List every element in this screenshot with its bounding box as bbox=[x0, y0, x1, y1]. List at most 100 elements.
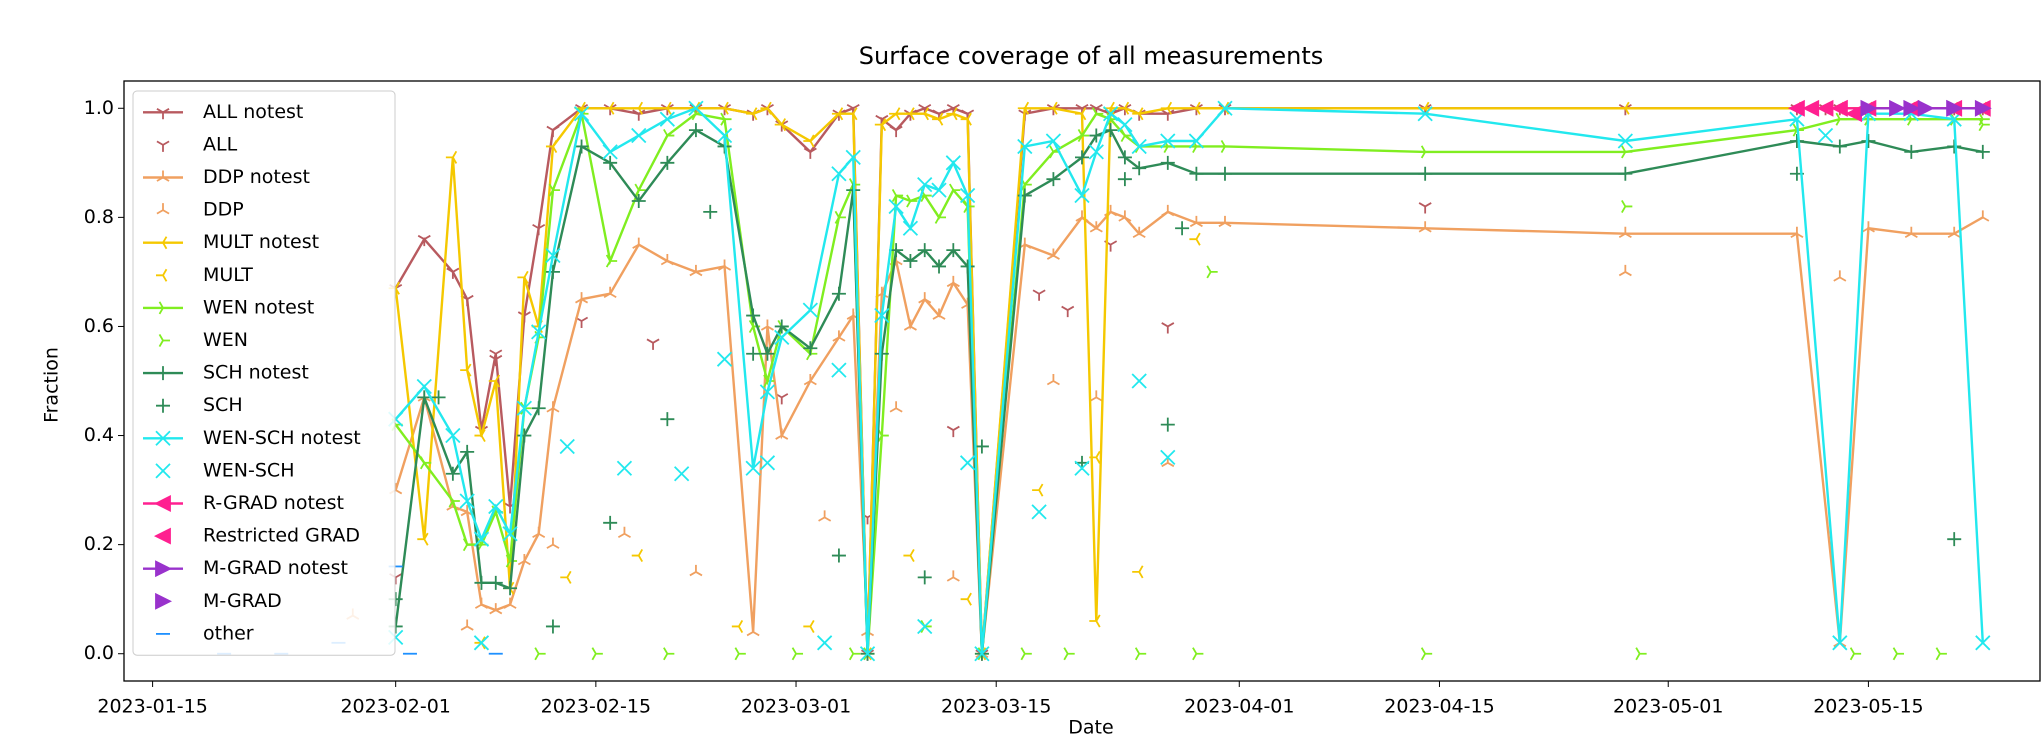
legend-label: SCH bbox=[203, 394, 243, 416]
marker bbox=[1017, 138, 1033, 155]
marker bbox=[659, 111, 675, 127]
marker bbox=[1861, 134, 1876, 148]
marker bbox=[891, 189, 904, 203]
marker bbox=[803, 134, 815, 148]
marker bbox=[903, 319, 917, 331]
marker bbox=[834, 210, 846, 224]
legend-label: DDP notest bbox=[203, 166, 310, 188]
marker bbox=[1089, 221, 1103, 233]
marker bbox=[1849, 647, 1862, 661]
marker bbox=[1020, 647, 1032, 661]
marker bbox=[946, 107, 958, 121]
marker bbox=[660, 412, 675, 427]
marker bbox=[1802, 99, 1820, 117]
marker bbox=[1089, 128, 1104, 143]
marker bbox=[473, 531, 490, 547]
marker bbox=[746, 624, 760, 637]
marker bbox=[760, 319, 774, 331]
marker bbox=[803, 619, 815, 633]
marker bbox=[1218, 215, 1232, 228]
marker bbox=[603, 515, 618, 530]
x-tick-label: 2023-04-01 bbox=[1184, 696, 1294, 718]
marker bbox=[632, 237, 646, 249]
marker bbox=[489, 603, 503, 615]
marker bbox=[1889, 99, 1907, 117]
marker bbox=[1089, 390, 1103, 402]
marker bbox=[532, 223, 546, 236]
marker bbox=[803, 374, 817, 386]
marker bbox=[746, 107, 758, 121]
marker bbox=[960, 259, 975, 274]
plot-area bbox=[217, 99, 1992, 662]
series-line bbox=[394, 106, 1985, 654]
marker bbox=[1103, 123, 1118, 138]
marker bbox=[545, 247, 561, 264]
x-tick-label: 2023-03-15 bbox=[941, 696, 1051, 718]
marker bbox=[155, 560, 173, 578]
marker bbox=[1418, 202, 1432, 214]
marker bbox=[1206, 265, 1218, 279]
marker bbox=[1420, 647, 1433, 661]
marker bbox=[1175, 221, 1190, 236]
marker bbox=[775, 428, 789, 440]
marker bbox=[158, 301, 170, 315]
marker bbox=[1418, 221, 1432, 233]
marker bbox=[445, 150, 458, 164]
marker bbox=[720, 112, 732, 126]
marker bbox=[1075, 150, 1089, 165]
marker bbox=[1132, 565, 1144, 579]
marker bbox=[1217, 166, 1232, 181]
marker bbox=[459, 493, 475, 509]
marker bbox=[1117, 101, 1130, 115]
marker bbox=[1117, 116, 1133, 133]
marker bbox=[889, 107, 901, 121]
marker bbox=[946, 243, 961, 258]
marker bbox=[803, 341, 818, 356]
y-tick-label: 0.6 bbox=[84, 315, 114, 337]
marker bbox=[1975, 635, 1991, 651]
marker bbox=[617, 526, 631, 539]
marker bbox=[717, 101, 729, 115]
legend-label: WEN-SCH bbox=[203, 459, 294, 481]
marker bbox=[816, 635, 833, 651]
marker bbox=[631, 194, 646, 208]
marker bbox=[531, 401, 546, 416]
marker bbox=[760, 346, 775, 361]
marker bbox=[417, 390, 432, 405]
marker bbox=[716, 351, 733, 367]
marker bbox=[517, 428, 532, 443]
marker bbox=[517, 270, 529, 284]
marker bbox=[1790, 226, 1804, 239]
marker bbox=[156, 366, 170, 381]
marker bbox=[1835, 112, 1847, 126]
marker bbox=[446, 267, 460, 279]
marker bbox=[1832, 635, 1848, 651]
marker bbox=[802, 302, 818, 318]
legend-label: M-GRAD bbox=[203, 590, 282, 612]
marker bbox=[845, 149, 861, 166]
marker bbox=[431, 390, 446, 405]
marker bbox=[918, 292, 932, 304]
marker bbox=[460, 619, 474, 631]
marker bbox=[760, 101, 772, 115]
marker bbox=[1017, 101, 1030, 115]
marker bbox=[1160, 155, 1175, 170]
marker bbox=[960, 592, 972, 606]
marker bbox=[1635, 647, 1647, 661]
marker bbox=[605, 254, 618, 268]
marker bbox=[156, 236, 168, 250]
x-tick-label: 2023-01-15 bbox=[97, 696, 207, 718]
marker bbox=[417, 234, 431, 247]
marker bbox=[445, 427, 461, 444]
marker bbox=[917, 618, 933, 635]
marker bbox=[1892, 647, 1905, 661]
marker bbox=[1860, 99, 1878, 117]
marker bbox=[1618, 226, 1632, 239]
marker bbox=[974, 646, 990, 662]
marker bbox=[674, 466, 690, 482]
marker bbox=[603, 101, 615, 115]
marker bbox=[917, 176, 933, 193]
x-tick-label: 2023-04-15 bbox=[1384, 696, 1494, 718]
marker bbox=[156, 268, 168, 282]
marker bbox=[448, 494, 460, 508]
